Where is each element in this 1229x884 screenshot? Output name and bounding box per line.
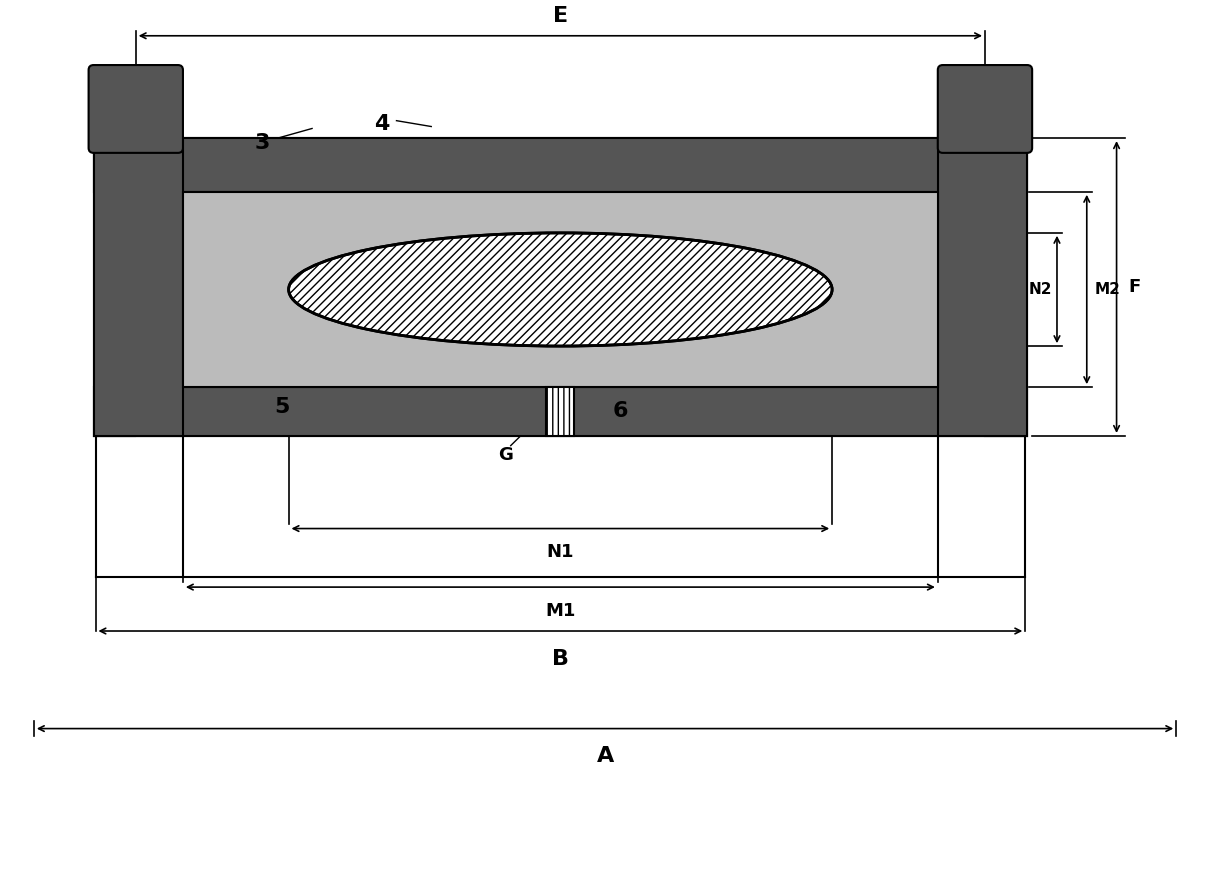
- Text: F: F: [1128, 278, 1141, 296]
- Text: E: E: [553, 6, 568, 26]
- Text: M1: M1: [546, 602, 575, 620]
- Bar: [547, 387, 574, 436]
- Text: 3: 3: [254, 133, 270, 153]
- Text: N2: N2: [1029, 282, 1052, 297]
- Bar: [183, 192, 938, 387]
- Text: 5: 5: [274, 397, 290, 416]
- Bar: [938, 138, 1027, 436]
- Bar: [93, 138, 1027, 436]
- Text: 2: 2: [994, 103, 1010, 124]
- Text: A: A: [596, 746, 613, 766]
- Text: G: G: [498, 446, 514, 464]
- Bar: [93, 387, 1027, 436]
- Bar: [93, 138, 183, 436]
- Text: N1: N1: [547, 543, 574, 561]
- Ellipse shape: [289, 232, 832, 346]
- Bar: [93, 138, 1027, 192]
- FancyBboxPatch shape: [88, 65, 183, 153]
- Text: 6: 6: [612, 401, 628, 422]
- Text: B: B: [552, 649, 569, 668]
- Text: 4: 4: [374, 114, 390, 133]
- Text: M2: M2: [1095, 282, 1121, 297]
- FancyBboxPatch shape: [938, 65, 1032, 153]
- Text: 1: 1: [116, 89, 132, 110]
